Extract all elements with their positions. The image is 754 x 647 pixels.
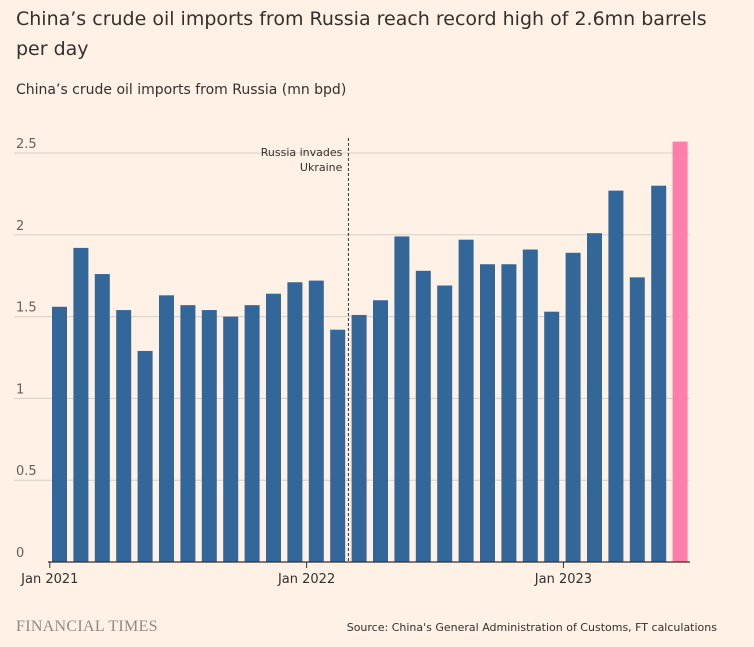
bar <box>159 295 174 562</box>
bar <box>587 233 602 562</box>
chart-title: China’s crude oil imports from Russia re… <box>16 8 707 60</box>
x-tick-label: Jan 2023 <box>534 572 592 587</box>
bar <box>501 264 517 562</box>
y-tick-label: 1 <box>16 382 24 397</box>
bar <box>308 280 324 562</box>
bar <box>437 285 453 562</box>
bar <box>458 239 474 562</box>
x-tick-label: Jan 2021 <box>20 572 78 587</box>
y-tick-label: 1.5 <box>16 301 37 316</box>
bar-chart: 0 0.5 1 1.5 2 2.5 Russia invades Ukraine Jan 2… <box>14 137 690 587</box>
bar <box>394 236 410 562</box>
source-note: Source: China's General Administration o… <box>346 621 717 634</box>
bar <box>351 314 367 562</box>
bar <box>137 350 153 562</box>
bar <box>565 252 581 562</box>
x-tick-label: Jan 2022 <box>277 572 335 587</box>
bar <box>373 300 388 562</box>
bars <box>52 141 688 563</box>
bar <box>415 270 431 562</box>
bar <box>116 310 132 562</box>
financial-times-logo: FINANCIAL TIMES <box>16 618 158 635</box>
y-tick-label: 2.5 <box>16 137 37 152</box>
bar <box>287 282 303 562</box>
bar <box>266 293 281 562</box>
chart-subtitle: China’s crude oil imports from Russia (m… <box>16 82 347 98</box>
bar <box>651 185 667 562</box>
bar <box>180 305 196 562</box>
bar <box>522 249 538 563</box>
y-tick-label: 0 <box>16 546 24 561</box>
bar <box>544 311 560 562</box>
annotation-label: Ukraine <box>300 161 343 174</box>
y-axis-tick-labels: 0 0.5 1 1.5 2 2.5 <box>16 137 37 561</box>
bar <box>73 247 89 562</box>
bar <box>608 190 624 563</box>
annotation-label: Russia invades <box>261 146 343 159</box>
bar <box>94 274 110 562</box>
y-tick-label: 2 <box>16 219 24 234</box>
x-axis <box>48 561 690 568</box>
bar <box>201 310 217 562</box>
bar <box>629 277 645 562</box>
x-axis-tick-labels: Jan 2021 Jan 2022 Jan 2023 <box>20 572 592 587</box>
bar <box>244 305 260 562</box>
bar <box>330 329 346 562</box>
y-tick-label: 0.5 <box>16 464 37 479</box>
bar <box>480 264 495 562</box>
bar <box>52 306 67 562</box>
bar-highlight <box>672 141 688 562</box>
bar <box>223 316 239 562</box>
annotation: Russia invades Ukraine <box>261 138 349 562</box>
